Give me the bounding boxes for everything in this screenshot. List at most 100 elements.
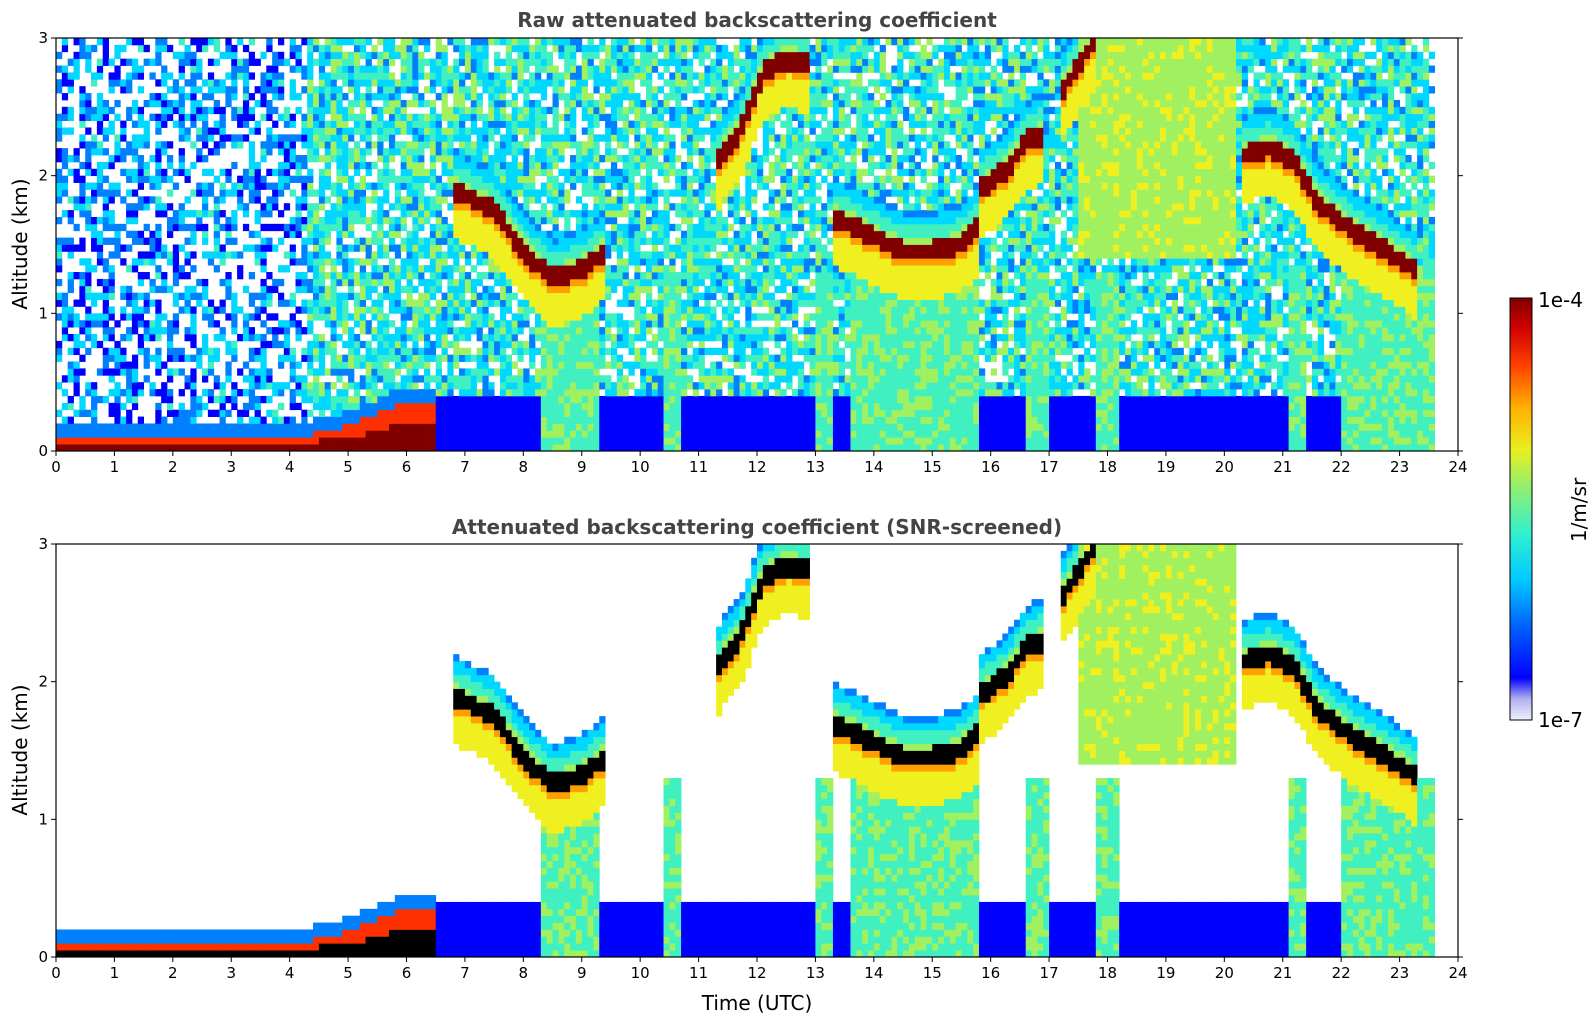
heatmap-cell xyxy=(412,51,419,60)
heatmap-cell xyxy=(108,423,115,431)
heatmap-cell xyxy=(248,395,256,404)
heatmap-cell xyxy=(651,99,659,108)
heatmap-cell xyxy=(535,58,542,66)
heatmap-cell xyxy=(575,272,583,280)
heatmap-cell xyxy=(435,327,442,335)
heatmap-cell xyxy=(570,44,577,53)
heatmap-cell xyxy=(56,258,63,266)
heatmap-cell xyxy=(85,285,92,294)
heatmap-cell xyxy=(260,175,267,183)
heatmap-cell xyxy=(348,58,355,66)
heatmap-cell xyxy=(540,272,548,280)
heatmap-cell xyxy=(371,313,378,321)
heatmap-cell xyxy=(365,99,372,108)
heatmap-cell xyxy=(453,361,460,369)
heatmap-cell xyxy=(79,106,86,115)
heatmap-cell xyxy=(196,113,203,121)
heatmap-cell xyxy=(640,278,647,287)
heatmap-cell xyxy=(494,113,501,121)
heatmap-cell xyxy=(172,416,180,424)
heatmap-cell xyxy=(353,189,361,197)
heatmap-cell xyxy=(424,299,431,307)
heatmap-cell xyxy=(459,99,466,108)
heatmap-cell xyxy=(137,278,145,287)
heatmap-cell xyxy=(161,389,168,397)
heatmap-cell xyxy=(546,258,553,266)
heatmap-cell xyxy=(540,416,548,424)
heatmap-cell xyxy=(231,51,238,60)
heatmap-cell xyxy=(225,437,232,445)
heatmap-cell xyxy=(96,148,104,156)
heatmap-cell xyxy=(79,182,86,190)
heatmap-cell xyxy=(336,106,343,115)
heatmap-cell xyxy=(686,409,694,417)
heatmap-cell xyxy=(412,347,419,356)
heatmap-cell xyxy=(56,79,63,87)
heatmap-cell xyxy=(202,168,209,177)
heatmap-cell xyxy=(202,292,209,300)
heatmap-cell xyxy=(400,437,407,445)
heatmap-cell xyxy=(575,65,583,73)
heatmap-cell xyxy=(488,347,495,356)
heatmap-cell xyxy=(85,430,92,438)
heatmap-cell xyxy=(505,223,513,232)
heatmap-cell xyxy=(184,382,191,390)
heatmap-cell xyxy=(505,141,513,149)
heatmap-cell xyxy=(616,251,624,259)
heatmap-cell xyxy=(575,258,583,266)
heatmap-cell xyxy=(178,148,185,156)
heatmap-cell xyxy=(202,189,209,197)
heatmap-cell xyxy=(593,333,600,342)
heatmap-cell xyxy=(581,375,588,383)
heatmap-cell xyxy=(511,444,518,451)
heatmap-cell xyxy=(277,168,285,177)
heatmap-cell xyxy=(336,196,343,204)
heatmap-cell xyxy=(248,113,256,121)
heatmap-cell xyxy=(552,375,559,383)
heatmap-cell xyxy=(260,141,267,149)
heatmap-cell xyxy=(476,168,483,177)
heatmap-cell xyxy=(424,113,431,121)
heatmap-cell xyxy=(400,44,407,53)
heatmap-cell xyxy=(523,203,530,211)
heatmap-cell xyxy=(277,93,285,101)
heatmap-cell xyxy=(131,375,139,383)
heatmap-cell xyxy=(131,148,139,156)
heatmap-cell xyxy=(564,299,571,307)
heatmap-cell xyxy=(418,223,425,232)
heatmap-cell xyxy=(424,72,431,80)
heatmap-cell xyxy=(283,182,291,190)
heatmap-cell xyxy=(272,141,279,149)
heatmap-cell xyxy=(482,306,489,314)
heatmap-cell xyxy=(348,182,355,190)
heatmap-cell xyxy=(126,216,133,225)
heatmap-cell xyxy=(260,347,267,356)
heatmap-cell xyxy=(634,127,641,135)
heatmap-cell xyxy=(441,155,448,163)
heatmap-cell xyxy=(622,285,629,294)
heatmap-cell xyxy=(388,168,396,177)
heatmap-cell xyxy=(634,237,641,245)
heatmap-cell xyxy=(412,127,419,135)
heatmap-cell xyxy=(634,168,641,177)
heatmap-cell xyxy=(324,210,331,218)
heatmap-cell xyxy=(447,430,454,438)
heatmap-cell xyxy=(698,58,705,66)
heatmap-cell xyxy=(488,38,495,46)
heatmap-cell xyxy=(318,168,326,177)
heatmap-cell xyxy=(622,72,629,80)
heatmap-cell xyxy=(307,134,314,142)
heatmap-cell xyxy=(202,402,209,411)
heatmap-cell xyxy=(353,120,361,128)
heatmap-cell xyxy=(552,120,559,128)
heatmap-cell xyxy=(505,306,513,314)
heatmap-cell xyxy=(657,99,664,108)
heatmap-cell xyxy=(342,244,349,252)
heatmap-cell xyxy=(459,196,466,204)
heatmap-cell xyxy=(575,299,583,307)
heatmap-cell xyxy=(453,402,460,411)
heatmap-cell xyxy=(371,278,378,287)
heatmap-cell xyxy=(330,409,337,417)
heatmap-cell xyxy=(418,210,425,218)
heatmap-cell xyxy=(254,251,261,259)
